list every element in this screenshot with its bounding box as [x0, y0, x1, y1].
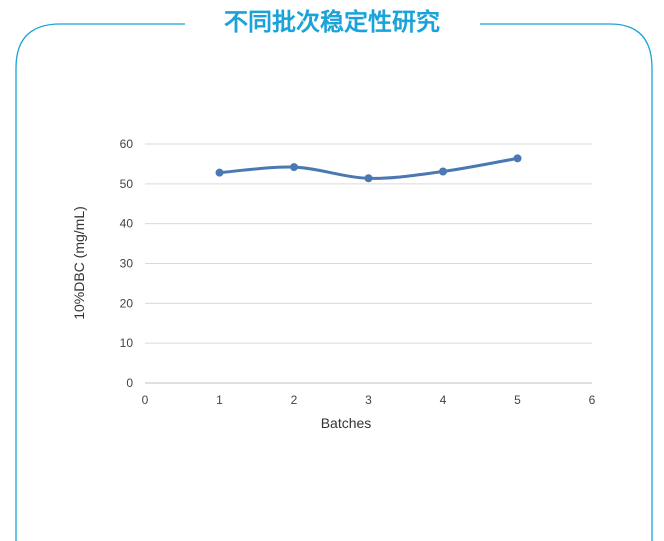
x-tick-label: 1	[216, 393, 223, 407]
data-point-batch-2	[290, 163, 298, 172]
y-tick-label: 30	[120, 257, 134, 271]
x-tick-label: 4	[440, 393, 447, 407]
y-tick-label: 60	[120, 137, 134, 151]
x-axis-ticks: 0 1 2 3 4 5 6	[142, 393, 596, 407]
data-points	[215, 154, 522, 183]
x-tick-label: 6	[589, 393, 596, 407]
y-tick-label: 10	[120, 336, 134, 350]
x-tick-label: 0	[142, 393, 149, 407]
y-tick-label: 50	[120, 177, 134, 191]
y-axis-ticks: 0 10 20 30 40 50 60	[120, 137, 134, 390]
data-point-batch-5	[513, 154, 522, 163]
y-tick-label: 0	[126, 376, 133, 390]
data-point-batch-4	[439, 167, 447, 176]
x-axis-label: Batches	[321, 415, 372, 431]
y-tick-label: 20	[120, 296, 134, 310]
gridlines	[145, 143, 592, 384]
data-point-batch-3	[364, 174, 373, 183]
panel-border	[15, 23, 653, 541]
y-axis-label: 10%DBC (mg/mL)	[71, 206, 87, 320]
x-tick-label: 3	[365, 393, 372, 407]
panel-title: 不同批次稳定性研究	[224, 8, 440, 36]
y-tick-label: 40	[120, 217, 134, 231]
x-tick-label: 2	[291, 393, 298, 407]
x-tick-label: 5	[514, 393, 521, 407]
data-point-batch-1	[215, 168, 224, 177]
